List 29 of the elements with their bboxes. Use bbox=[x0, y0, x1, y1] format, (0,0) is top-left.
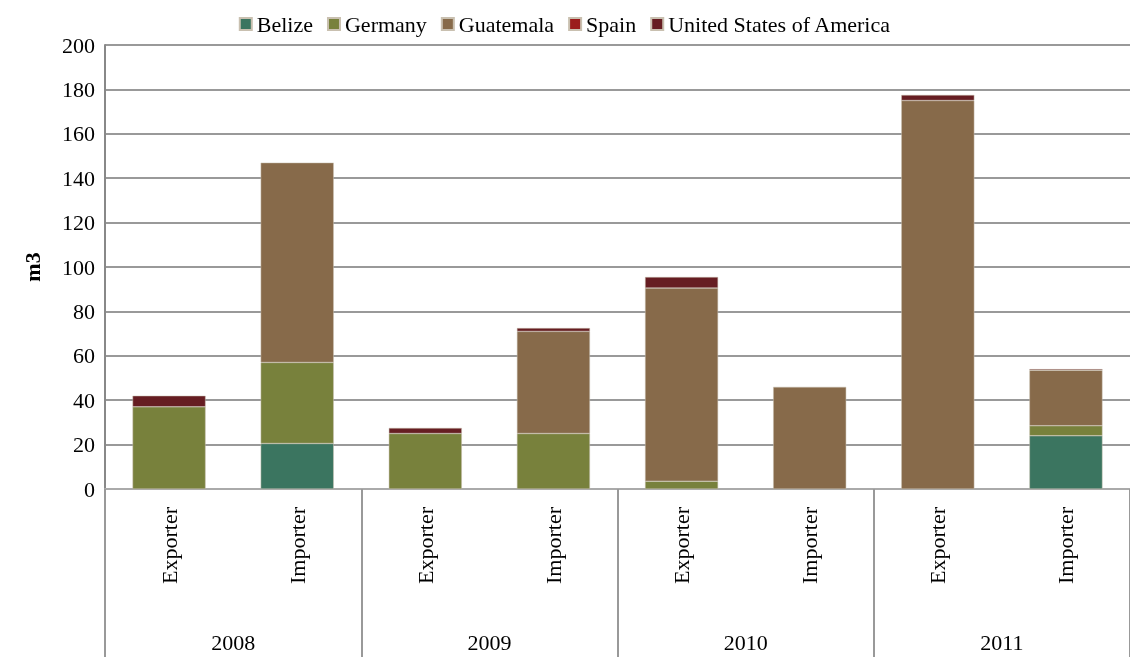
y-tick-label: 120 bbox=[62, 210, 95, 236]
legend-label: Belize bbox=[256, 11, 313, 37]
y-tick-label: 100 bbox=[62, 254, 95, 280]
text: 2011 bbox=[980, 629, 1024, 655]
text: 2008 bbox=[211, 629, 256, 655]
x-tick-label: Importer bbox=[797, 506, 823, 584]
text: 2009 bbox=[467, 629, 512, 655]
legend-label: United States of America bbox=[668, 11, 891, 37]
x-tick-label: Exporter bbox=[156, 506, 182, 584]
y-tick-label: 0 bbox=[84, 476, 95, 502]
y-tick-label: 60 bbox=[73, 343, 95, 369]
x-tick-label: Importer bbox=[284, 506, 310, 584]
y-tick-label: 80 bbox=[73, 298, 95, 324]
y-tick-label: 40 bbox=[73, 387, 95, 413]
y-tick-label: 200 bbox=[62, 32, 95, 58]
y-tick-label: 140 bbox=[62, 165, 95, 191]
y-tick-label: 20 bbox=[73, 432, 95, 458]
x-tick-label: Exporter bbox=[925, 506, 951, 584]
x-tick-label: Importer bbox=[540, 506, 566, 584]
text: 2010 bbox=[723, 629, 768, 655]
legend-label: Germany bbox=[344, 11, 427, 37]
x-tick-label: Exporter bbox=[412, 506, 438, 584]
y-tick-label: 180 bbox=[62, 76, 95, 102]
x-tick-label: Exporter bbox=[669, 506, 695, 584]
y-tick-label: 160 bbox=[62, 121, 95, 147]
y-axis-title: m3 bbox=[19, 252, 45, 282]
legend-label: Guatemala bbox=[458, 11, 555, 37]
x-tick-label: Importer bbox=[1053, 506, 1079, 584]
legend-label: Spain bbox=[586, 11, 637, 37]
